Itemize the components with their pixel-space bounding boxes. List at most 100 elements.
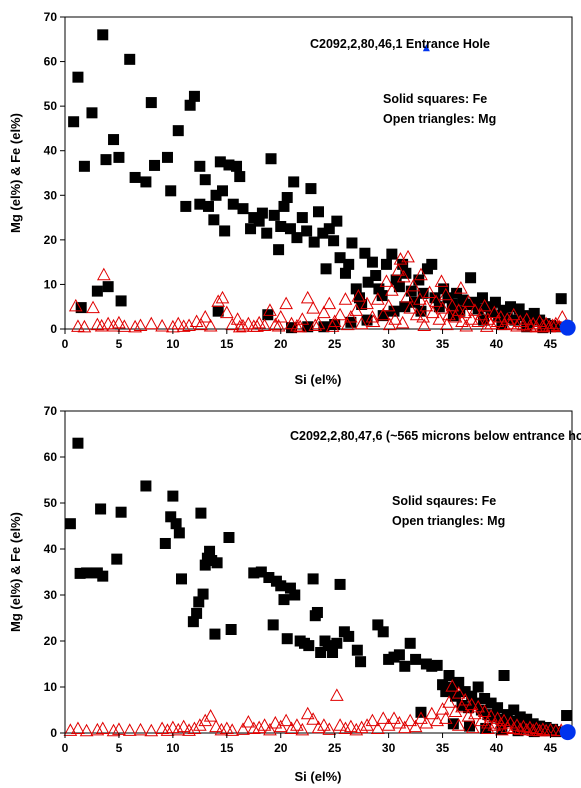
fe-point: [267, 619, 279, 631]
fe-point: [537, 322, 549, 334]
fe-point: [320, 263, 332, 275]
x-tick-label: 30: [382, 741, 396, 755]
mg-point: [90, 722, 105, 736]
y-axis-title: Mg (el%) & Fe (el%): [8, 512, 23, 632]
fe-point: [209, 628, 221, 640]
fe-point: [68, 116, 80, 128]
x-tick-label: 0: [62, 337, 69, 351]
fe-point: [75, 302, 87, 314]
fe-point: [437, 679, 449, 691]
mg-point: [290, 318, 304, 332]
fe-point: [78, 160, 90, 172]
fe-point: [501, 709, 513, 721]
fe-point: [492, 702, 504, 714]
mg-point: [176, 719, 191, 733]
fe-point: [193, 596, 205, 608]
mg-point: [268, 317, 283, 331]
fe-point: [245, 223, 257, 235]
x-tick-label: 40: [490, 337, 504, 351]
fe-point: [334, 252, 346, 264]
fe-point: [223, 159, 235, 171]
fe-point: [351, 644, 363, 656]
fe-point: [550, 726, 562, 738]
fe-point: [511, 718, 523, 730]
mg-point: [419, 715, 434, 729]
mg-point: [414, 267, 428, 281]
mg-point: [349, 303, 364, 316]
fe-point: [187, 616, 199, 628]
mg-point: [293, 319, 308, 333]
fe-point: [234, 171, 246, 183]
fe-point: [195, 507, 207, 519]
annotation-title: C2092,2,80,46,1 Entrance Hole: [310, 37, 490, 51]
mg-point: [493, 309, 508, 323]
mg-point: [144, 723, 159, 737]
fe-point: [170, 518, 182, 530]
fe-point: [459, 686, 471, 698]
fe-point: [346, 237, 358, 249]
mg-point: [250, 319, 264, 332]
mg-point: [351, 289, 366, 302]
mg-point: [71, 319, 85, 332]
mg-point: [396, 269, 411, 283]
fe-point: [454, 305, 466, 317]
fe-point: [393, 281, 405, 293]
fe-point: [327, 647, 339, 658]
mg-point: [526, 316, 541, 330]
fe-point: [370, 270, 382, 282]
fe-point: [165, 511, 177, 523]
mg-point: [182, 318, 196, 332]
fe-point: [72, 71, 84, 83]
mg-point: [440, 317, 454, 331]
fe-point: [86, 107, 98, 119]
y-tick-label: 50: [44, 496, 58, 510]
fe-point: [265, 153, 277, 165]
fe-point: [508, 704, 520, 716]
mg-point: [263, 303, 277, 316]
plot-area-frame: [64, 16, 573, 330]
fe-point: [482, 709, 494, 721]
mg-point: [203, 318, 218, 332]
mg-point: [503, 316, 518, 330]
mg-point: [379, 274, 394, 287]
fe-point: [95, 503, 107, 515]
fe-point: [449, 690, 461, 702]
fe-point: [159, 537, 171, 549]
fe-point: [323, 223, 335, 235]
mg-point: [519, 312, 534, 325]
mg-point: [90, 317, 105, 331]
x-tick-label: 35: [436, 337, 450, 351]
fe-point: [426, 258, 438, 270]
fe-point: [517, 310, 529, 322]
fe-point: [275, 580, 287, 592]
mg-point: [419, 298, 434, 312]
mg-point: [513, 314, 528, 327]
fe-point: [366, 256, 378, 268]
fe-point: [268, 209, 280, 221]
x-axis-title: Si (el%): [295, 372, 342, 387]
fe-point: [237, 203, 249, 215]
mg-point: [451, 686, 466, 699]
y-tick-label: 70: [44, 10, 58, 24]
mg-point: [354, 316, 369, 330]
fe-point: [307, 573, 319, 585]
fe-point: [176, 573, 188, 585]
mg-point: [308, 318, 323, 332]
mg-point: [271, 318, 286, 332]
fe-point: [322, 640, 334, 652]
mg-point: [322, 722, 337, 735]
mg-point: [435, 301, 450, 314]
mg-point: [77, 319, 92, 333]
mg-point: [451, 303, 466, 316]
mg-point: [403, 713, 418, 727]
fe-point: [97, 29, 109, 41]
mg-point: [519, 722, 534, 736]
fe-point: [255, 566, 267, 578]
y-tick-label: 70: [44, 404, 58, 418]
fe-point: [275, 220, 287, 232]
mg-point: [409, 307, 424, 321]
fe-point: [489, 296, 501, 308]
mg-point: [322, 296, 337, 310]
mg-point: [464, 312, 479, 325]
mg-point: [284, 316, 299, 330]
